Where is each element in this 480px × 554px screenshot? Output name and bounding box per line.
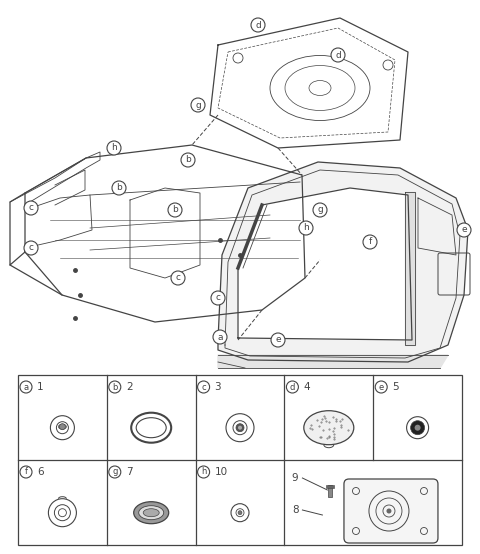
Circle shape <box>20 466 32 478</box>
Circle shape <box>238 425 242 430</box>
Circle shape <box>213 330 227 344</box>
Circle shape <box>331 48 345 62</box>
Text: e: e <box>379 382 384 392</box>
Ellipse shape <box>139 506 164 520</box>
Circle shape <box>211 291 225 305</box>
Circle shape <box>112 181 126 195</box>
Text: 7: 7 <box>126 467 132 477</box>
Text: c: c <box>216 294 220 302</box>
Text: g: g <box>195 100 201 110</box>
Circle shape <box>171 271 185 285</box>
Text: d: d <box>335 50 341 59</box>
Text: b: b <box>112 382 118 392</box>
Bar <box>326 485 335 488</box>
Circle shape <box>60 424 65 430</box>
Text: f: f <box>24 468 27 476</box>
Circle shape <box>107 141 121 155</box>
Circle shape <box>168 203 182 217</box>
FancyBboxPatch shape <box>344 479 438 543</box>
Text: h: h <box>111 143 117 152</box>
Circle shape <box>313 203 327 217</box>
Ellipse shape <box>143 509 159 517</box>
Text: b: b <box>116 183 122 192</box>
Circle shape <box>386 509 392 514</box>
Circle shape <box>24 241 38 255</box>
Text: c: c <box>28 203 34 213</box>
Text: b: b <box>172 206 178 214</box>
Text: 8: 8 <box>292 505 299 515</box>
Bar <box>18 375 462 545</box>
Text: d: d <box>290 382 295 392</box>
Circle shape <box>287 381 299 393</box>
Circle shape <box>20 381 32 393</box>
Text: g: g <box>317 206 323 214</box>
Text: c: c <box>28 244 34 253</box>
Text: e: e <box>461 225 467 234</box>
Text: 9: 9 <box>292 473 299 483</box>
Circle shape <box>299 221 313 235</box>
Circle shape <box>251 18 265 32</box>
Polygon shape <box>405 192 415 345</box>
Text: h: h <box>303 223 309 233</box>
Circle shape <box>271 333 285 347</box>
Circle shape <box>410 420 425 435</box>
Text: f: f <box>368 238 372 247</box>
Text: c: c <box>201 382 206 392</box>
Bar <box>328 485 332 497</box>
Circle shape <box>236 424 244 432</box>
Text: c: c <box>176 274 180 283</box>
Ellipse shape <box>59 424 66 429</box>
Ellipse shape <box>304 411 354 445</box>
Text: 6: 6 <box>37 467 44 477</box>
Circle shape <box>198 381 210 393</box>
Text: h: h <box>201 468 206 476</box>
Circle shape <box>238 511 242 515</box>
Text: 4: 4 <box>303 382 310 392</box>
Circle shape <box>191 98 205 112</box>
Circle shape <box>109 466 121 478</box>
Circle shape <box>109 381 121 393</box>
Circle shape <box>415 425 420 430</box>
Circle shape <box>24 201 38 215</box>
Text: b: b <box>185 156 191 165</box>
Polygon shape <box>218 355 448 368</box>
Polygon shape <box>238 188 412 340</box>
Text: 1: 1 <box>37 382 44 392</box>
Text: 5: 5 <box>392 382 399 392</box>
Circle shape <box>198 466 210 478</box>
Text: a: a <box>24 382 29 392</box>
Circle shape <box>181 153 195 167</box>
Circle shape <box>457 223 471 237</box>
Ellipse shape <box>134 502 168 524</box>
Circle shape <box>363 235 377 249</box>
Text: g: g <box>112 468 118 476</box>
Text: e: e <box>275 336 281 345</box>
Circle shape <box>375 381 387 393</box>
Polygon shape <box>218 162 468 362</box>
Text: d: d <box>255 20 261 29</box>
Text: 2: 2 <box>126 382 132 392</box>
Text: 3: 3 <box>215 382 221 392</box>
Text: a: a <box>217 332 223 341</box>
Text: 10: 10 <box>215 467 228 477</box>
